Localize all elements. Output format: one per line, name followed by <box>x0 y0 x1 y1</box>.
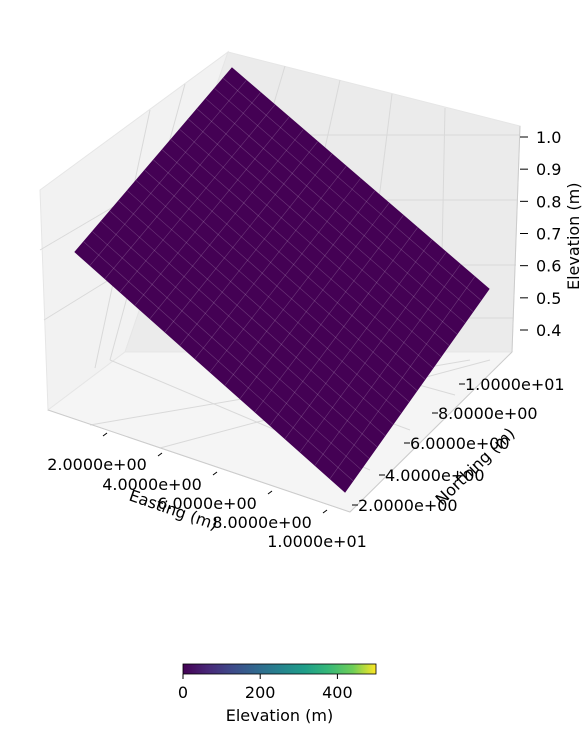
mesh-line <box>299 251 447 453</box>
colorbar-tick-label: 200 <box>245 683 276 702</box>
mesh-line <box>188 118 450 346</box>
mesh-line <box>127 190 394 425</box>
mesh-line <box>89 80 247 266</box>
mesh-line <box>179 129 442 357</box>
z-tick-label: 0.8 <box>536 192 561 211</box>
mesh-line <box>329 276 475 479</box>
mesh-line <box>179 153 333 346</box>
mesh-line <box>162 149 426 380</box>
z-tick-labels: 0.4 0.5 0.6 0.7 0.8 0.9 1.0 <box>520 128 561 340</box>
x-tick-mark <box>102 432 108 437</box>
mesh-line <box>118 200 386 436</box>
mesh-line <box>239 202 390 399</box>
x-tick-label: 4.0000e+00 <box>102 475 202 494</box>
surface-mesh <box>83 77 482 481</box>
mesh-line <box>194 166 347 359</box>
mesh-line <box>164 141 318 333</box>
mesh-line <box>153 159 418 391</box>
y-axis-line <box>349 351 513 513</box>
mesh-line <box>134 116 290 306</box>
z-tick-label: 0.4 <box>536 321 561 340</box>
x-tick-label: 8.0000e+00 <box>212 513 312 532</box>
x-axis-line <box>47 409 351 513</box>
mesh-line <box>109 210 378 448</box>
x-tick-label: 1.0000e+01 <box>267 532 367 551</box>
z-axis-label: Elevation (m) <box>564 183 583 290</box>
y-tick-label: 8.0000e+00 <box>438 404 538 423</box>
mesh-line <box>149 129 304 319</box>
axes <box>47 125 521 513</box>
mesh-line <box>314 264 461 466</box>
mesh-line <box>223 77 482 301</box>
mesh-line <box>104 92 261 279</box>
mesh-line <box>135 180 402 414</box>
colorbar: 0 200 400 Elevation (m) <box>178 663 377 725</box>
x-tick-label: 6.0000e+00 <box>157 494 257 513</box>
z-tick-label: 0.5 <box>536 289 561 308</box>
mesh-line <box>209 178 361 373</box>
y-tick-label: 4.0000e+00 <box>385 466 485 485</box>
x-tick-labels: 2.0000e+004.0000e+006.0000e+008.0000e+00… <box>47 432 367 551</box>
z-tick-label: 1.0 <box>536 128 561 147</box>
mesh-line <box>284 239 433 439</box>
mesh-line <box>144 169 410 403</box>
x-tick-mark <box>212 471 218 476</box>
y-tick-label: 1.0000e+01 <box>465 375 565 394</box>
mesh-line <box>254 215 404 413</box>
mesh-line <box>119 104 276 293</box>
x-tick-mark <box>267 490 273 495</box>
colorbar-gradient <box>182 663 377 675</box>
y-tick-label: 2.0000e+00 <box>358 496 458 515</box>
x-tick-mark <box>157 452 163 457</box>
mesh-line <box>205 98 466 324</box>
mesh-line <box>196 108 458 335</box>
mesh-line <box>269 227 418 426</box>
mesh-line <box>214 88 474 312</box>
mesh-line <box>100 221 370 459</box>
mesh-line <box>92 231 362 470</box>
colorbar-ticks: 0 200 400 <box>178 674 353 702</box>
mesh-line <box>83 241 354 481</box>
x-tick-label: 2.0000e+00 <box>47 455 147 474</box>
z-axis-line <box>511 125 521 353</box>
y-tick-label: 6.0000e+00 <box>410 434 510 453</box>
x-tick-mark <box>322 509 328 514</box>
z-tick-label: 0.7 <box>536 225 561 244</box>
y-tick-labels: 2.0000e+00 4.0000e+00 6.0000e+00 8.0000e+00… <box>352 375 565 515</box>
mesh-line <box>224 190 376 386</box>
mesh-line <box>170 139 434 369</box>
colorbar-tick-label: 400 <box>322 683 353 702</box>
z-tick-label: 0.6 <box>536 257 561 276</box>
z-tick-label: 0.9 <box>536 160 561 179</box>
surface <box>74 67 490 493</box>
colorbar-tick-label: 0 <box>178 683 188 702</box>
surface-patch <box>74 67 490 493</box>
colorbar-label: Elevation (m) <box>226 706 333 725</box>
